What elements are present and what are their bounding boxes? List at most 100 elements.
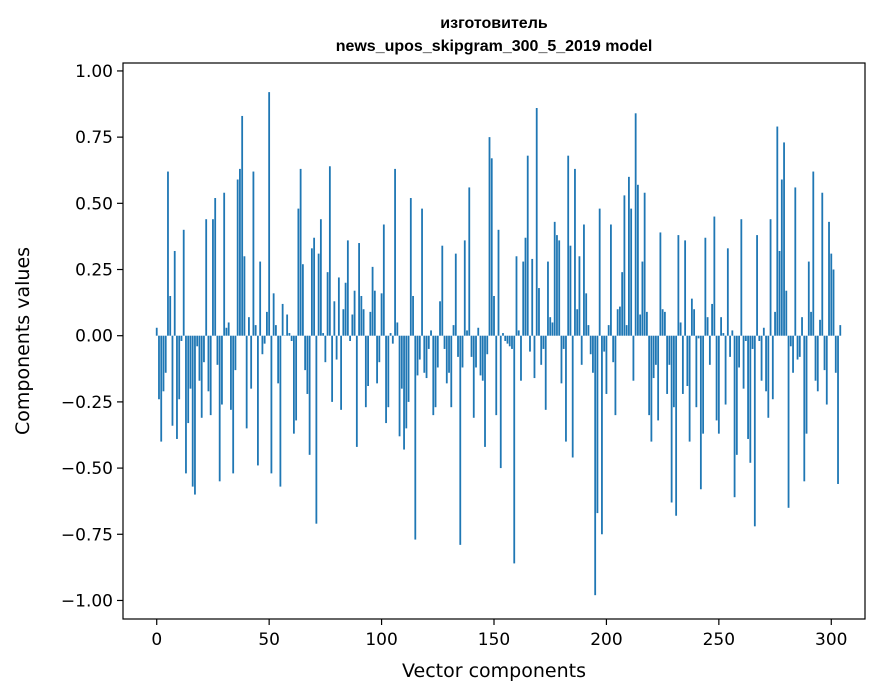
bar-292 xyxy=(812,171,815,336)
bar-66 xyxy=(304,335,307,371)
bar-290 xyxy=(807,261,810,336)
bar-40 xyxy=(245,335,248,429)
bar-15 xyxy=(189,335,192,389)
bar-190 xyxy=(583,224,585,336)
bar-122 xyxy=(430,330,432,336)
bar-97 xyxy=(373,290,376,336)
bar-220 xyxy=(650,335,653,442)
bar-91 xyxy=(360,295,363,336)
bar-82 xyxy=(340,335,342,410)
bar-251 xyxy=(720,317,722,336)
bar-248 xyxy=(713,216,716,336)
bar-140 xyxy=(470,335,473,357)
bar-206 xyxy=(619,306,621,336)
bar-11 xyxy=(180,335,183,341)
bar-49 xyxy=(266,311,268,336)
bar-151 xyxy=(495,335,498,416)
bar-297 xyxy=(823,335,826,371)
bar-65 xyxy=(301,264,304,336)
bar-166 xyxy=(529,335,531,352)
bar-203 xyxy=(612,335,615,363)
bar-27 xyxy=(216,335,219,365)
bar-120 xyxy=(425,335,428,379)
bar-228 xyxy=(668,335,671,365)
bar-168 xyxy=(533,335,536,379)
bar-84 xyxy=(344,282,347,336)
bar-137 xyxy=(463,240,466,336)
bar-205 xyxy=(616,309,619,336)
bar-188 xyxy=(578,256,581,336)
bar-263 xyxy=(747,335,749,439)
bar-187 xyxy=(576,309,579,336)
bar-235 xyxy=(684,240,687,336)
bar-226 xyxy=(663,311,666,336)
bar-74 xyxy=(322,333,325,336)
bar-10 xyxy=(178,335,181,400)
bar-22 xyxy=(205,219,208,336)
bar-86 xyxy=(349,335,351,341)
bar-264 xyxy=(749,335,752,463)
bar-295 xyxy=(819,319,821,336)
bar-232 xyxy=(677,235,680,336)
bar-273 xyxy=(769,219,772,336)
bar-216 xyxy=(641,261,644,336)
bar-44 xyxy=(254,325,257,336)
x-axis: 0 50 100 150 200 250 300 xyxy=(151,619,847,650)
bar-79 xyxy=(333,301,336,336)
bar-37 xyxy=(239,168,241,336)
bar-119 xyxy=(423,335,426,373)
bar-116 xyxy=(416,335,419,376)
bar-51 xyxy=(270,335,273,474)
bar-198 xyxy=(601,335,603,535)
bar-87 xyxy=(351,314,354,336)
bar-2 xyxy=(160,335,163,442)
bar-1 xyxy=(158,335,160,400)
y-tick-label: 0.25 xyxy=(75,261,113,281)
bar-291 xyxy=(810,311,812,336)
bar-148 xyxy=(488,137,491,336)
bar-141 xyxy=(472,335,475,418)
bar-99 xyxy=(378,335,381,363)
bar-60 xyxy=(290,335,293,341)
bar-145 xyxy=(481,335,484,381)
bar-286 xyxy=(798,335,801,357)
bar-192 xyxy=(587,325,590,336)
bar-132 xyxy=(452,325,455,336)
bar-61 xyxy=(292,335,295,434)
bar-21 xyxy=(203,335,205,363)
bar-259 xyxy=(738,335,740,368)
bar-125 xyxy=(436,335,439,368)
bar-77 xyxy=(328,166,331,336)
bar-98 xyxy=(376,335,378,384)
bar-178 xyxy=(556,235,558,336)
bar-269 xyxy=(760,335,763,381)
bar-167 xyxy=(531,258,534,336)
bar-105 xyxy=(391,335,394,344)
bar-102 xyxy=(385,335,387,424)
bar-183 xyxy=(567,155,570,336)
bar-33 xyxy=(230,335,232,410)
bar-245 xyxy=(706,317,709,336)
bar-104 xyxy=(389,333,392,336)
bar-42 xyxy=(250,335,253,389)
bar-252 xyxy=(722,333,725,336)
bar-47 xyxy=(261,335,264,355)
bar-253 xyxy=(724,335,727,405)
bar-109 xyxy=(400,335,403,389)
bar-72 xyxy=(317,253,320,336)
bar-186 xyxy=(574,168,576,336)
bar-124 xyxy=(434,335,437,408)
bar-114 xyxy=(412,295,414,336)
bar-208 xyxy=(623,195,626,336)
x-tick-label: 50 xyxy=(258,630,280,650)
bar-36 xyxy=(236,179,239,336)
bar-8 xyxy=(173,250,176,336)
bar-254 xyxy=(726,248,729,336)
bar-185 xyxy=(571,335,574,458)
bar-83 xyxy=(342,309,345,336)
bar-6 xyxy=(169,295,172,336)
bar-80 xyxy=(335,335,338,360)
bar-211 xyxy=(630,208,633,336)
bar-58 xyxy=(286,314,289,336)
